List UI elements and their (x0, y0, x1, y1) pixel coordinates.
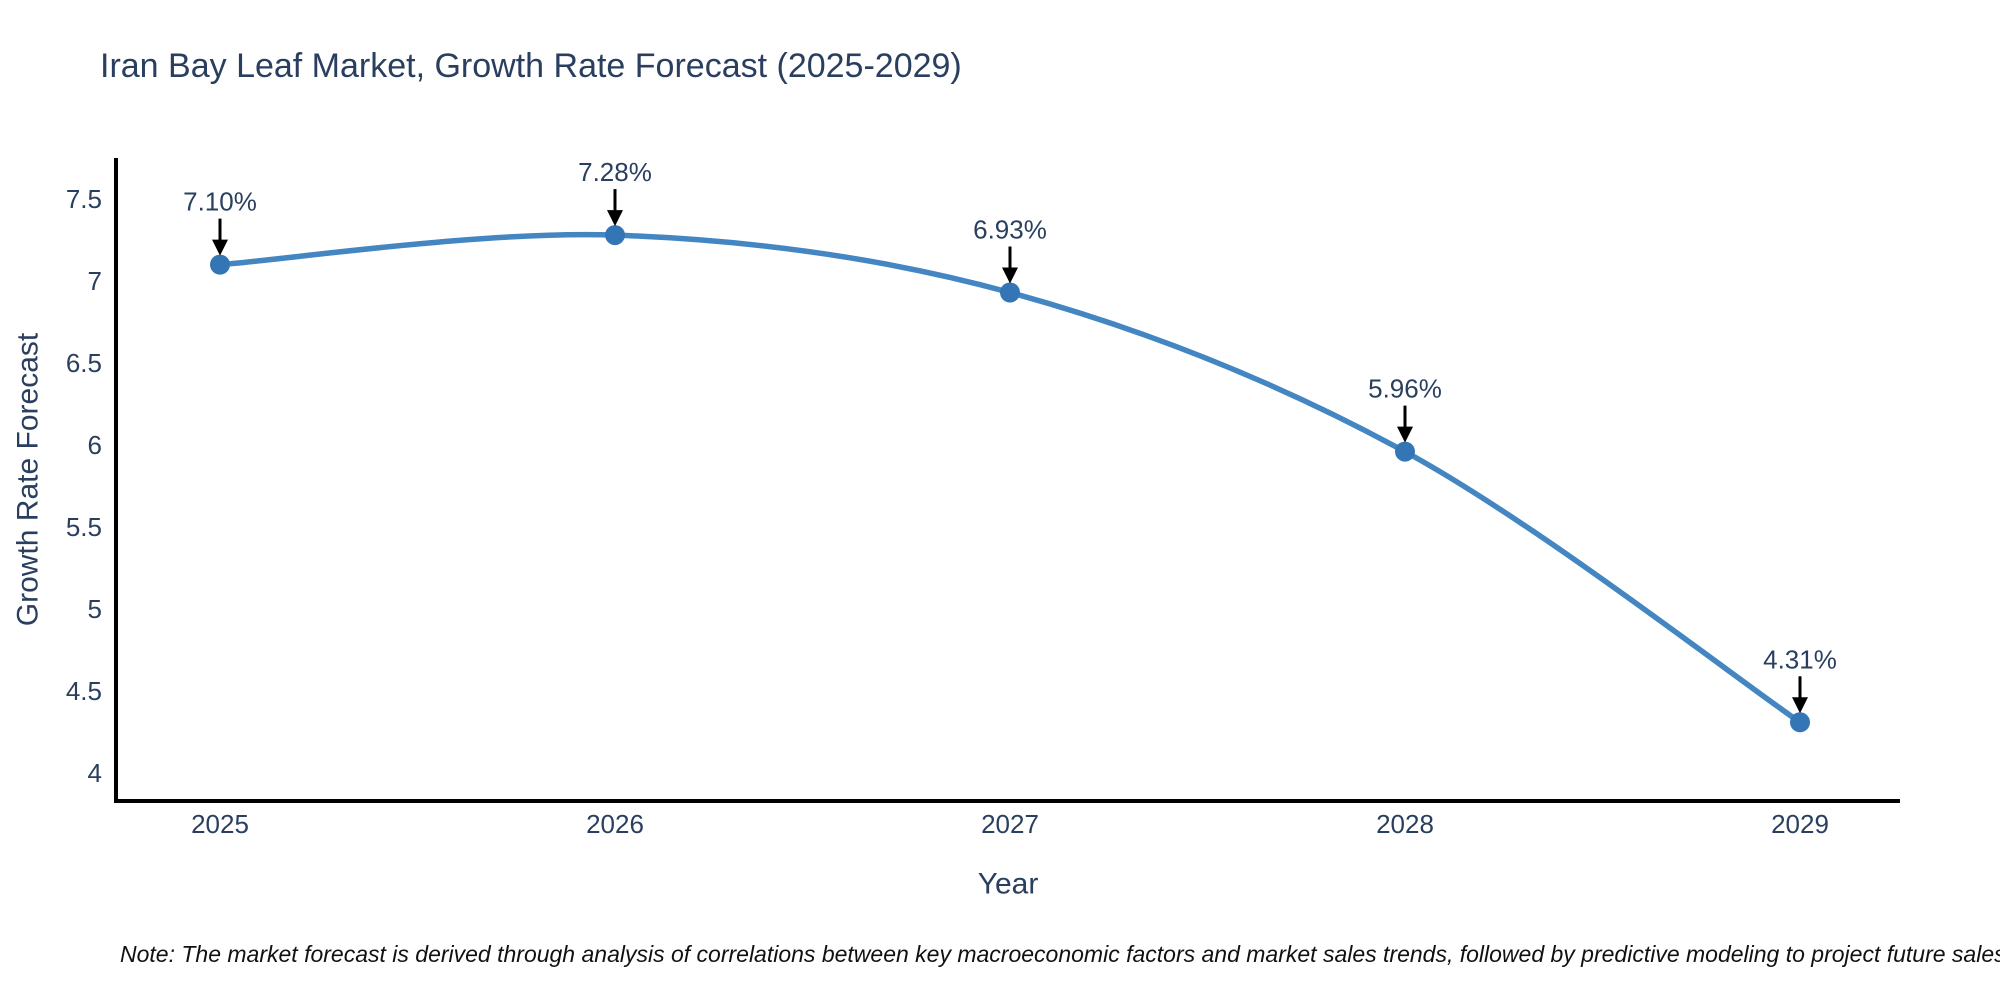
footnote: Note: The market forecast is derived thr… (120, 941, 2000, 967)
annotation-label: 4.31% (1763, 644, 1837, 674)
annotation-label: 7.28% (578, 157, 652, 187)
x-tick-label: 2029 (1771, 809, 1829, 839)
x-tick-label: 2025 (191, 809, 249, 839)
annotation-label: 6.93% (973, 215, 1047, 245)
trend-line (217, 231, 1803, 726)
x-axis-title: Year (978, 868, 1039, 901)
x-tick-label: 2027 (981, 809, 1039, 839)
y-tick-label: 4 (88, 758, 102, 788)
annotation-arrowhead (212, 239, 228, 256)
y-tick-label: 5 (88, 594, 102, 624)
data-point-marker (1395, 441, 1415, 462)
x-tick-label: 2028 (1376, 809, 1434, 839)
annotation-arrowhead (1397, 426, 1413, 443)
y-tick-label: 6 (88, 430, 102, 460)
y-tick-label: 7 (88, 266, 102, 296)
y-tick-label: 5.5 (66, 512, 102, 542)
y-tick-label: 6.5 (66, 348, 102, 378)
annotation-arrowhead (1002, 267, 1018, 284)
x-tick-label: 2026 (586, 809, 644, 839)
y-tick-label: 7.5 (66, 184, 102, 214)
annotation-arrowhead (607, 210, 623, 227)
data-point-marker (210, 254, 230, 275)
data-point-marker (1790, 712, 1810, 733)
y-axis-title: Growth Rate Forecast (12, 332, 45, 626)
annotation-label: 7.10% (183, 187, 257, 217)
data-point-marker (1000, 282, 1020, 303)
annotation-arrowhead (1792, 697, 1808, 714)
annotation-label: 5.96% (1368, 374, 1442, 404)
chart-title: Iran Bay Leaf Market, Growth Rate Foreca… (100, 47, 962, 85)
data-point-marker (605, 225, 625, 246)
y-tick-label: 4.5 (66, 676, 102, 706)
